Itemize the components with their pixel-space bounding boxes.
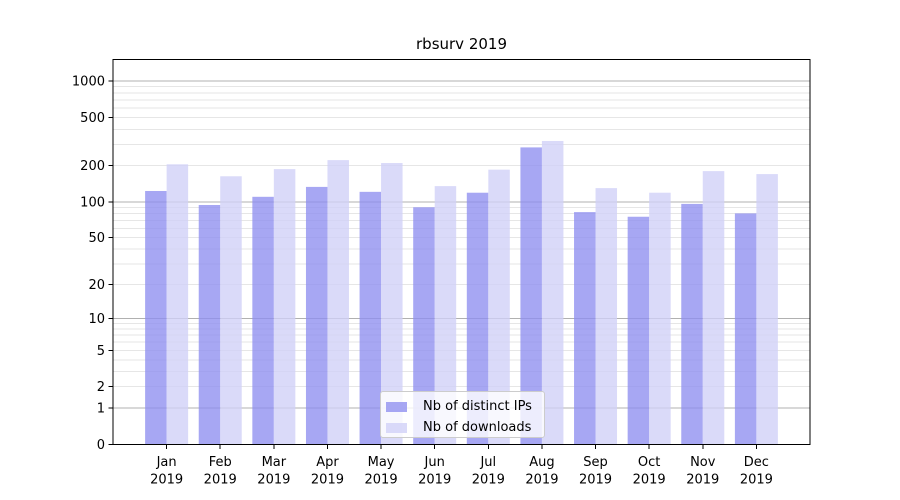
x-tick-label-month: Jun bbox=[424, 455, 445, 470]
bar-feb-downloads bbox=[220, 176, 242, 445]
y-tick-label: 1 bbox=[97, 402, 105, 417]
bar-jan-ips bbox=[145, 190, 167, 445]
bar-dec-downloads bbox=[756, 174, 778, 445]
x-tick-label-month: Jan bbox=[156, 455, 177, 470]
bar-aug-ips bbox=[520, 147, 542, 445]
x-ticks bbox=[166, 444, 757, 449]
bar-mar-downloads bbox=[273, 169, 296, 445]
bar-mar-ips bbox=[252, 196, 274, 445]
bar-may-downloads bbox=[381, 163, 403, 445]
bars-nb-of-downloads bbox=[166, 140, 778, 445]
bar-jan-downloads bbox=[166, 164, 189, 445]
x-tick-label-year: 2019 bbox=[257, 473, 290, 488]
bar-jul-downloads bbox=[488, 169, 510, 445]
bar-oct-ips bbox=[627, 216, 650, 445]
y-ticks bbox=[108, 80, 113, 445]
bars-nb-of-distinct-ips bbox=[145, 147, 757, 445]
x-tick-label-month: Oct bbox=[638, 455, 660, 470]
legend-swatch-distinct-ips bbox=[386, 401, 407, 412]
bar-feb-ips bbox=[198, 204, 221, 445]
y-tick-label: 20 bbox=[88, 278, 105, 293]
bar-jun-ips bbox=[413, 207, 435, 445]
y-tick-label: 2 bbox=[97, 380, 105, 395]
bar-sep-downloads bbox=[595, 188, 618, 445]
bar-aug-downloads bbox=[541, 140, 564, 445]
x-tick-label-year: 2019 bbox=[418, 473, 451, 488]
x-tick-label-month: Sep bbox=[583, 455, 608, 470]
x-tick-label-year: 2019 bbox=[740, 473, 773, 488]
bar-apr-downloads bbox=[327, 160, 349, 445]
y-tick-label: 1000 bbox=[72, 75, 105, 90]
bar-jul-ips bbox=[466, 192, 489, 445]
y-tick-labels: 0 1 2 5 10 20 50 100 200 500 1000 bbox=[72, 75, 105, 453]
x-tick-labels: Jan 2019 Feb 2019 Mar 2019 Apr 2019 May 2019 Jun 20… bbox=[150, 455, 773, 488]
legend: Nb of distinct IPs Nb of downloads bbox=[380, 391, 545, 438]
y-tick-label: 0 bbox=[97, 438, 105, 453]
x-tick-label-year: 2019 bbox=[525, 473, 558, 488]
bar-apr-ips bbox=[305, 186, 328, 445]
x-tick-label-month: Jul bbox=[479, 455, 496, 470]
y-tick-label: 500 bbox=[80, 111, 105, 126]
x-tick-label-year: 2019 bbox=[472, 473, 505, 488]
x-tick-label-year: 2019 bbox=[579, 473, 612, 488]
x-tick-label-year: 2019 bbox=[204, 473, 237, 488]
x-tick-label-year: 2019 bbox=[633, 473, 666, 488]
y-tick-label: 50 bbox=[88, 231, 105, 246]
x-tick-label-month: May bbox=[368, 455, 395, 470]
legend-item-distinct-ips: Nb of distinct IPs bbox=[386, 397, 539, 416]
legend-label-distinct-ips: Nb of distinct IPs bbox=[423, 399, 532, 414]
x-tick-label-month: Feb bbox=[209, 455, 232, 470]
bar-nov-ips bbox=[681, 203, 703, 445]
bar-jun-downloads bbox=[434, 186, 457, 445]
bar-may-ips bbox=[359, 191, 382, 445]
y-tick-label: 10 bbox=[88, 312, 105, 327]
legend-item-downloads: Nb of downloads bbox=[386, 418, 539, 437]
y-tick-label: 100 bbox=[80, 195, 105, 210]
x-tick-label-year: 2019 bbox=[686, 473, 719, 488]
chart-title: rbsurv 2019 bbox=[416, 35, 507, 53]
bar-sep-ips bbox=[574, 212, 596, 445]
x-tick-label-year: 2019 bbox=[365, 473, 398, 488]
x-tick-label-month: Nov bbox=[690, 455, 716, 470]
x-tick-label-month: Apr bbox=[316, 455, 339, 470]
bar-nov-downloads bbox=[702, 171, 725, 445]
x-tick-label-year: 2019 bbox=[150, 473, 183, 488]
bar-dec-ips bbox=[734, 213, 757, 445]
legend-label-downloads: Nb of downloads bbox=[423, 420, 532, 435]
x-tick-label-year: 2019 bbox=[311, 473, 344, 488]
x-tick-label-month: Aug bbox=[529, 455, 554, 470]
x-tick-label-month: Mar bbox=[262, 455, 287, 470]
y-tick-label: 200 bbox=[80, 159, 105, 174]
x-tick-label-month: Dec bbox=[744, 455, 769, 470]
axis-border bbox=[112, 59, 811, 445]
bar-oct-downloads bbox=[649, 192, 671, 445]
legend-swatch-downloads bbox=[386, 422, 407, 433]
y-tick-label: 5 bbox=[97, 344, 105, 359]
